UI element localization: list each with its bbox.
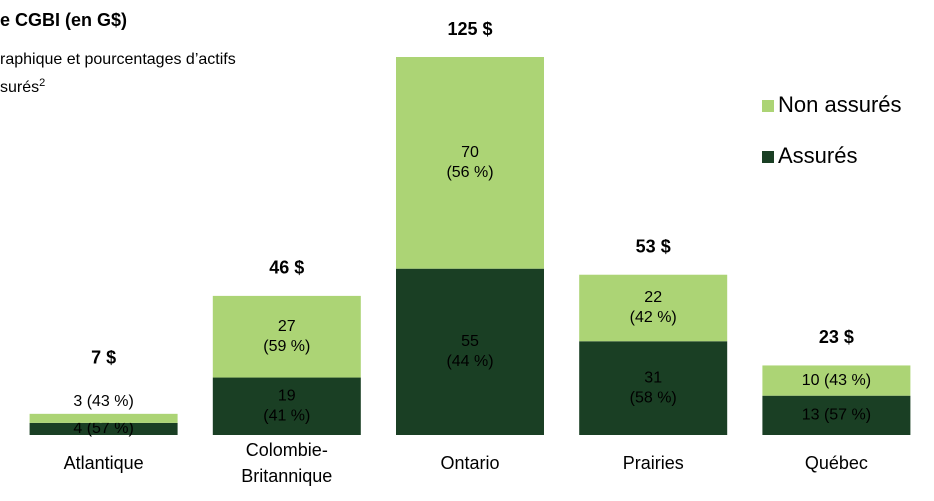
total-label-line: 23 $ <box>819 327 854 347</box>
legend-label: Assurés <box>778 143 857 168</box>
data-label: 4 (57 %) <box>73 420 133 437</box>
data-label: 3 (43 %) <box>73 393 133 410</box>
data-label: 27 (59 %) <box>263 318 310 355</box>
data-label-line: (42 %) <box>630 309 677 326</box>
bar-segment <box>396 268 544 435</box>
total-label: 53 $ <box>636 236 671 256</box>
data-label-line: (41 %) <box>263 407 310 424</box>
total-label-line: 7 $ <box>91 348 116 368</box>
data-label-line: 55 <box>461 333 479 350</box>
bar-segment <box>29 413 178 423</box>
x-tick-label-line: Québec <box>805 453 868 473</box>
data-label-line: (59 %) <box>263 338 310 355</box>
data-label: 70 (56 %) <box>446 144 493 181</box>
data-label: 55 (44 %) <box>446 333 493 370</box>
bar-segment <box>762 365 911 396</box>
data-label: 22 (42 %) <box>630 289 677 326</box>
subtitle: surés2 <box>0 77 45 96</box>
data-label-line: 4 (57 %) <box>73 420 133 437</box>
x-tick-label-line: Britannique <box>241 466 332 486</box>
bar-segment <box>212 377 361 435</box>
data-label-line: (58 %) <box>630 389 677 406</box>
legend-swatch <box>762 100 774 112</box>
total-label-line: 53 $ <box>636 236 671 256</box>
data-label-line: 10 (43 %) <box>802 372 871 389</box>
total-label: 23 $ <box>819 327 854 347</box>
chart-title: e CGBI (en G$) <box>0 10 127 30</box>
bar-segment <box>579 341 728 435</box>
subtitle-text: surés <box>0 79 39 96</box>
x-tick-label-line: Ontario <box>440 453 499 473</box>
data-label: 19 (41 %) <box>263 387 310 424</box>
data-label-line: 13 (57 %) <box>802 407 871 424</box>
x-tick-label: Ontario <box>440 453 499 473</box>
data-label-line: (44 %) <box>446 353 493 370</box>
bar-segment <box>762 395 911 435</box>
total-label: 7 $ <box>91 348 116 368</box>
data-label-line: 31 <box>644 369 662 386</box>
data-label: 31 (58 %) <box>630 369 677 406</box>
data-label-line: 70 <box>461 144 479 161</box>
data-label-line: 19 <box>278 387 296 404</box>
legend-label: Non assurés <box>778 92 902 117</box>
data-label: 10 (43 %) <box>802 372 871 389</box>
total-label: 46 $ <box>269 258 304 278</box>
bar-segment <box>396 57 544 269</box>
data-label: 13 (57 %) <box>802 407 871 424</box>
subtitle: raphique et pourcentages d’actifs <box>0 51 236 68</box>
bar-segment <box>579 274 728 342</box>
x-tick-label-line: Atlantique <box>64 453 144 473</box>
x-tick-label: Atlantique <box>64 453 144 473</box>
x-tick-label: Québec <box>805 453 868 473</box>
total-label-line: 46 $ <box>269 258 304 278</box>
total-label: 125 $ <box>447 19 492 39</box>
footnote-mark: 2 <box>39 77 45 89</box>
x-tick-label: Colombie- Britannique <box>241 440 332 486</box>
data-label-line: 3 (43 %) <box>73 393 133 410</box>
total-label-line: 125 $ <box>447 19 492 39</box>
x-tick-label-line: Prairies <box>623 453 684 473</box>
data-label-line: (56 %) <box>446 164 493 181</box>
x-tick-label-line: Colombie- <box>246 440 328 460</box>
legend-swatch <box>762 151 774 163</box>
x-tick-label: Prairies <box>623 453 684 473</box>
data-label-line: 22 <box>644 289 662 306</box>
bar-segment <box>29 422 178 435</box>
bar-segment <box>212 295 361 378</box>
data-label-line: 27 <box>278 318 296 335</box>
